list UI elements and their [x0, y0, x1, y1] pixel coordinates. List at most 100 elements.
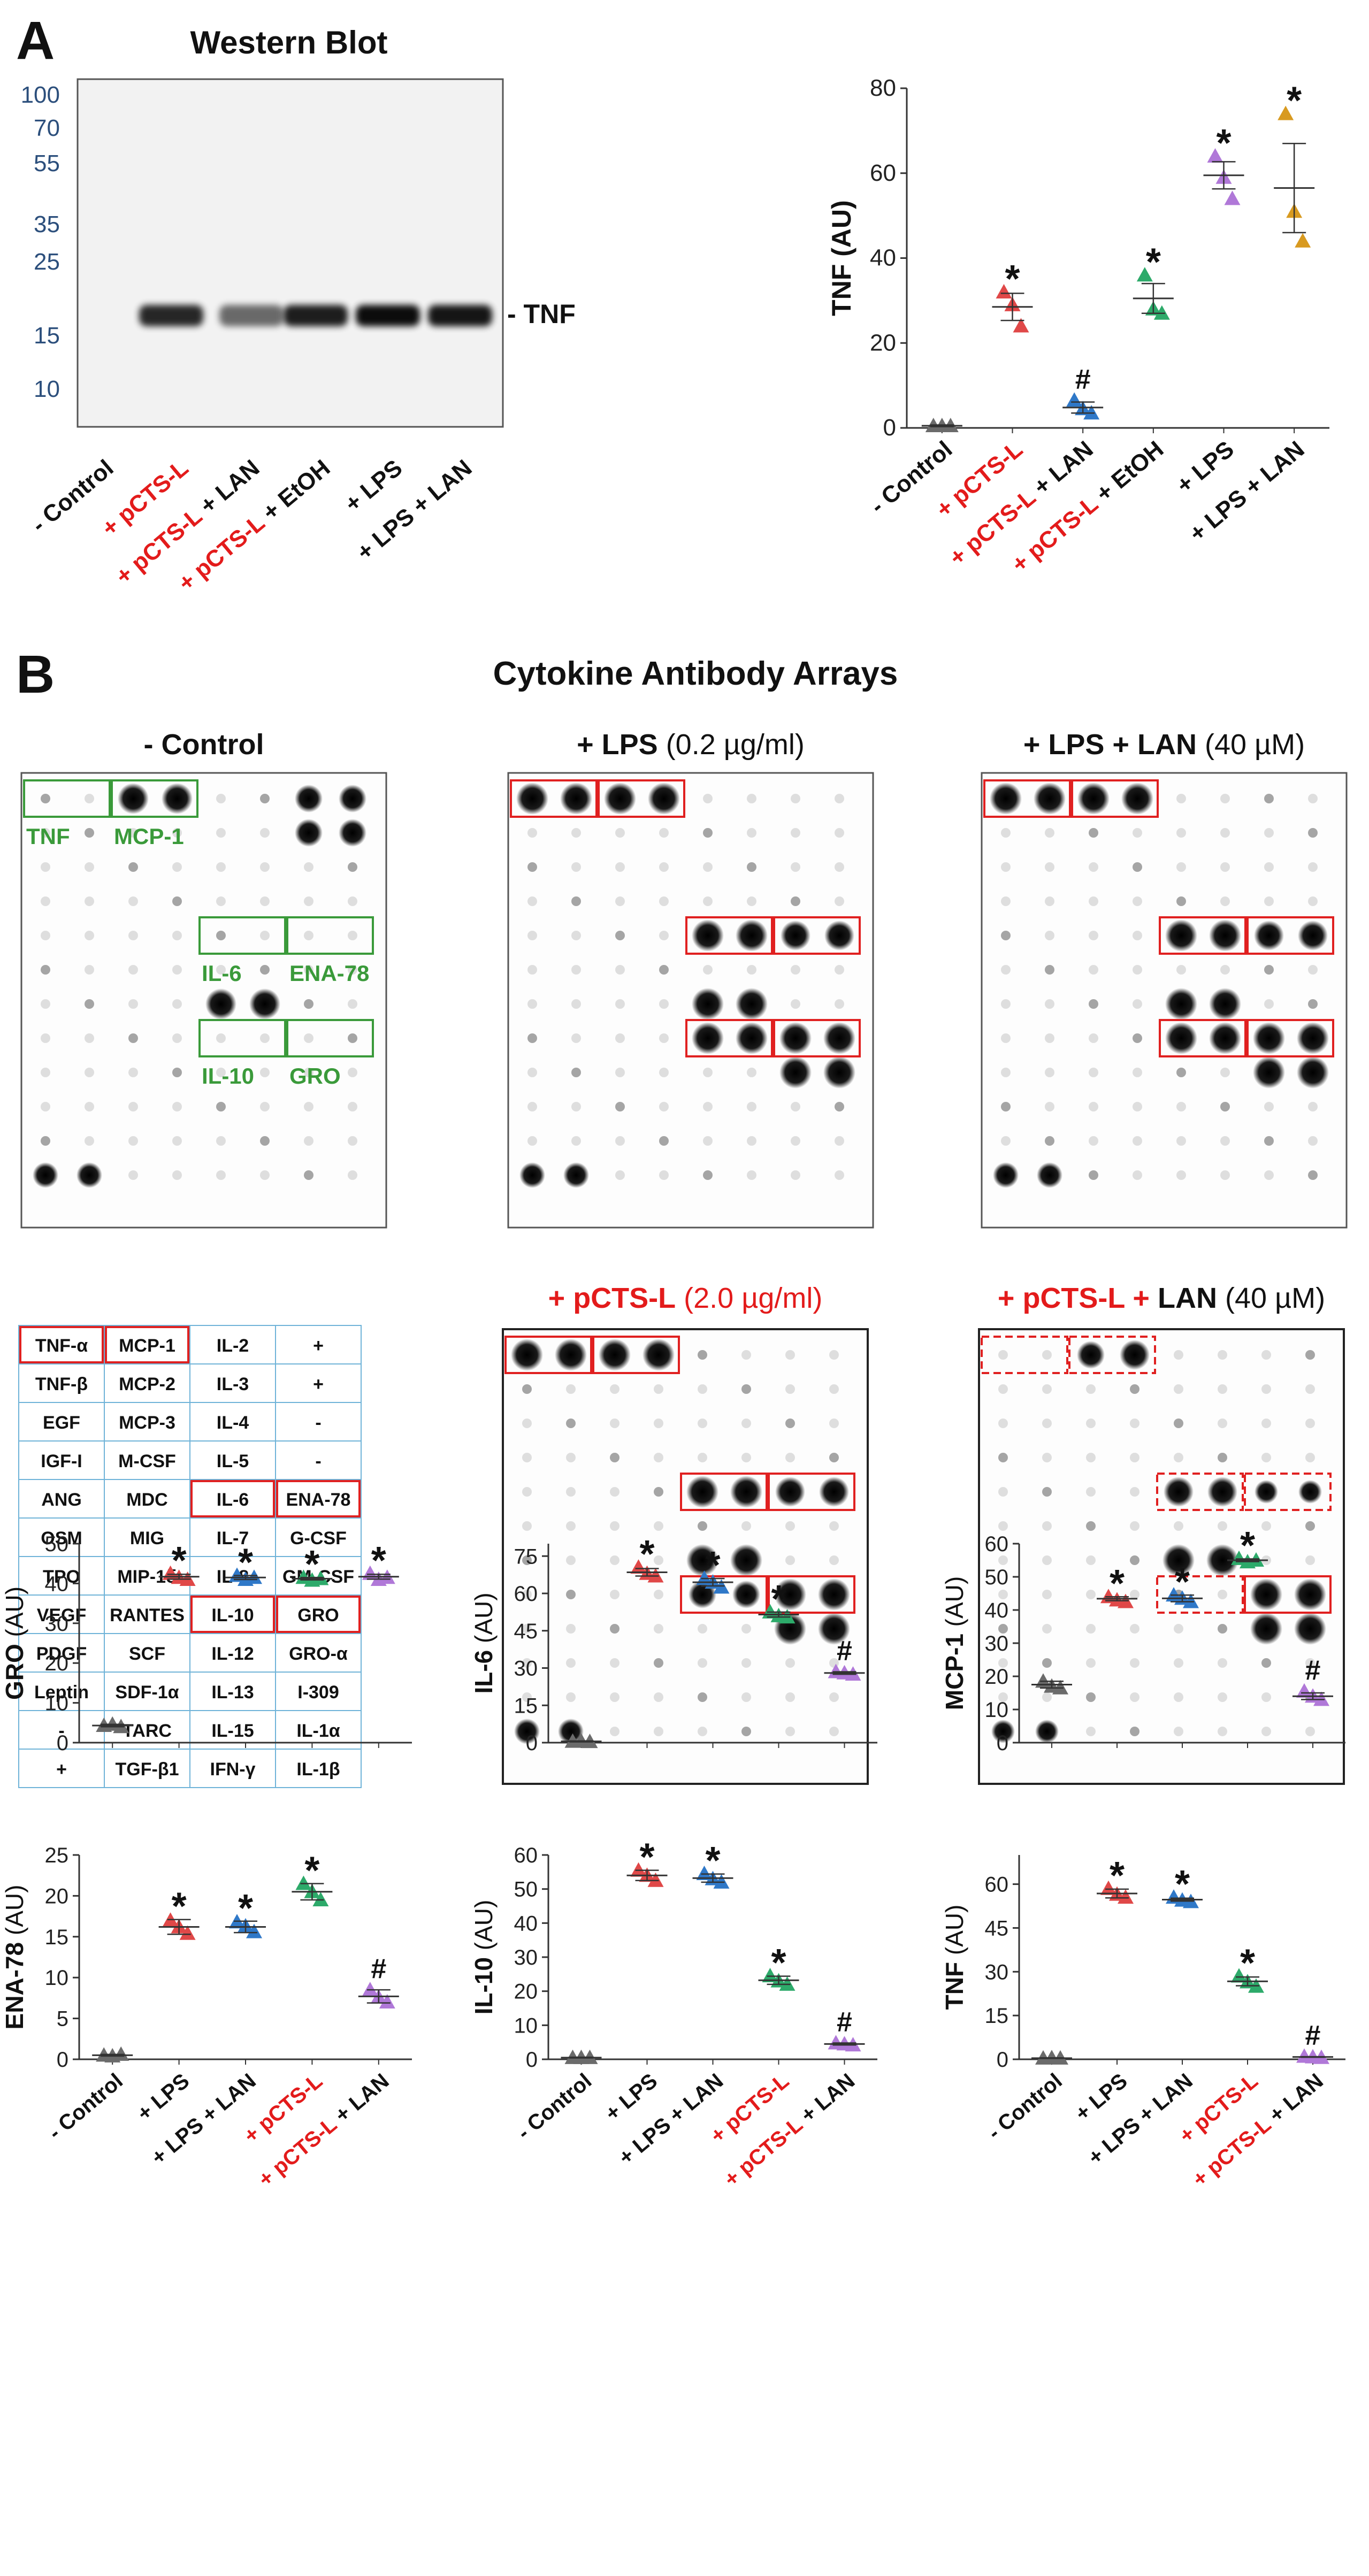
- tnf_array-ylabel: TNF (AU): [940, 1905, 968, 2010]
- array-3-spot-7-1: [566, 1590, 576, 1599]
- array-4-spot-3-3: [1130, 1453, 1139, 1462]
- array-2-spot-3-6: [1264, 896, 1274, 906]
- array-1-spot-6-5: [736, 988, 768, 1020]
- array-2-spot-6-5: [1209, 988, 1241, 1020]
- array-1-spot-6-3: [659, 999, 669, 1009]
- array-4-spot-7-1: [1042, 1590, 1052, 1599]
- tnf_western-ylabel-unit: (AU): [827, 200, 856, 257]
- array-2-spot-4-3: [1133, 931, 1142, 940]
- array-title-1-part-0: + LPS: [577, 729, 658, 761]
- il6-ylabel-unit: (AU): [470, 1592, 498, 1643]
- gro-sig-mark-4: *: [371, 1539, 386, 1582]
- blot-band-5: [428, 305, 492, 326]
- array-1-spot-4-4: [692, 919, 724, 952]
- array-4-spot-0-1: [1042, 1350, 1052, 1360]
- array-title-3-part-1: (2.0 µg/ml): [676, 1282, 822, 1314]
- map-cell-4-0: [18, 1479, 105, 1519]
- tnf_western-ylabel: TNF (AU): [827, 200, 856, 316]
- array-1-spot-5-2: [615, 965, 625, 975]
- array-1-spot-1-1: [571, 828, 581, 838]
- array-1-spot-8-5: [747, 1068, 756, 1077]
- array-2-highlight-box-0: [983, 779, 1071, 818]
- array-0-spot-2-1: [85, 862, 94, 872]
- array-2-spot-1-4: [1176, 828, 1186, 838]
- array-4-spot-4-7: [1298, 1480, 1322, 1504]
- ena78-category-1-part-0: + LPS: [133, 2069, 194, 2126]
- array-3-spot-5-5: [741, 1521, 751, 1531]
- tnf_western-point-3-2: [1153, 305, 1170, 320]
- array-0-spot-8-5: [260, 1068, 270, 1077]
- map-cell-text-11-3: IL-1β: [296, 1759, 340, 1780]
- array-4-spot-11-4: [1174, 1727, 1183, 1736]
- il10-category-0: - Control: [513, 2069, 596, 2144]
- array-3-spot-11-3: [654, 1727, 663, 1736]
- array-0-spot-0-4: [216, 794, 226, 803]
- map-cell-text-10-2: IL-15: [211, 1721, 254, 1741]
- array-0-spot-1-7: [339, 819, 366, 847]
- array-3-spot-11-0: [514, 1719, 540, 1744]
- array-2-spot-10-0: [1001, 1136, 1011, 1146]
- array-1-spot-11-2: [615, 1170, 625, 1180]
- tnf_array-sig-mark-1: *: [1110, 1854, 1125, 1897]
- array-3-spot-0-2: [599, 1339, 631, 1371]
- array-1-spot-1-4: [703, 828, 713, 838]
- array-1-highlight-box-1: [598, 779, 685, 818]
- array-0-spot-9-6: [304, 1102, 313, 1111]
- tnf_array-category-0: - Control: [983, 2069, 1067, 2144]
- array-4-highlight-box-1: [1068, 1336, 1156, 1374]
- array-4-spot-6-7: [1305, 1555, 1315, 1565]
- tnf_array-ytick-label-15: 15: [985, 2004, 1009, 2028]
- array-0-spot-2-6: [304, 862, 313, 872]
- array-3-spot-8-5: [741, 1624, 751, 1634]
- mcp1-point-1-0: [1100, 1589, 1116, 1604]
- map-cell-4-3: [275, 1479, 362, 1519]
- array-3-highlight-box-0: [504, 1336, 592, 1374]
- map-cell-text-4-0: ANG: [41, 1490, 82, 1510]
- array-1-spot-0-0: [516, 783, 548, 815]
- array-1-spot-0-3: [648, 783, 680, 815]
- gro-ytick-label-50: 50: [45, 1532, 69, 1556]
- map-cell-text-10-0: -: [58, 1721, 64, 1741]
- array-2-spot-6-3: [1133, 999, 1142, 1009]
- array-0-spot-4-7: [348, 931, 357, 940]
- array-4-spot-5-2: [1086, 1521, 1096, 1531]
- array-3-spot-11-6: [785, 1727, 795, 1736]
- array-4-spot-10-4: [1174, 1692, 1183, 1702]
- tnf_array-point-1-0: [1100, 1880, 1116, 1895]
- array-frame-0: [20, 772, 387, 1229]
- array-1-spot-4-0: [527, 931, 537, 940]
- cytokine-arrays: TNF MCP-1 IL-6 ENA-78 IL-10 GRO: [20, 772, 1348, 1785]
- array-3-spot-10-6: [785, 1692, 795, 1702]
- array-2-spot-8-4: [1176, 1068, 1186, 1077]
- array-0-spot-0-1: [85, 794, 94, 803]
- array-3-highlight-box-2: [680, 1473, 768, 1511]
- array-0-spot-3-3: [172, 896, 182, 906]
- map-cell-text-4-1: MDC: [126, 1490, 167, 1510]
- array-0-spot-0-7: [339, 785, 366, 812]
- ena78-ylabel-unit: (AU): [1, 1885, 28, 1936]
- array-3-highlight-box-4: [680, 1575, 768, 1614]
- array-4-spot-10-0: [998, 1692, 1008, 1702]
- array-2-spot-10-6: [1264, 1136, 1274, 1146]
- array-1-spot-7-7: [823, 1022, 855, 1054]
- ena78-category-0: - Control: [44, 2069, 127, 2144]
- map-cell-highlight-4-3: [276, 1480, 361, 1517]
- array-1-highlight-box-3: [773, 916, 861, 955]
- array-0-spot-10-0: [41, 1136, 50, 1146]
- il10-sig-mark-2: *: [705, 1839, 720, 1882]
- array-0-spot-7-3: [172, 1033, 182, 1043]
- map-cell-text-3-1: M-CSF: [118, 1451, 176, 1471]
- array-2-spot-7-5: [1209, 1022, 1241, 1054]
- array-3-spot-9-4: [698, 1658, 707, 1668]
- array-0-spot-11-3: [172, 1170, 182, 1180]
- mw-marker-10: 10: [34, 376, 60, 402]
- array-4-spot-9-4: [1174, 1658, 1183, 1668]
- array-1-spot-3-2: [615, 896, 625, 906]
- array-4-spot-3-1: [1042, 1453, 1052, 1462]
- array-4-spot-0-2: [1077, 1341, 1105, 1369]
- array-1-spot-6-2: [615, 999, 625, 1009]
- array-title-3: + pCTS-L (2.0 µg/ml): [548, 1282, 823, 1314]
- tnf-band-label: - TNF: [507, 299, 576, 329]
- tnf_western-sig-mark-5: *: [1287, 80, 1302, 122]
- array-0-spot-2-4: [216, 862, 226, 872]
